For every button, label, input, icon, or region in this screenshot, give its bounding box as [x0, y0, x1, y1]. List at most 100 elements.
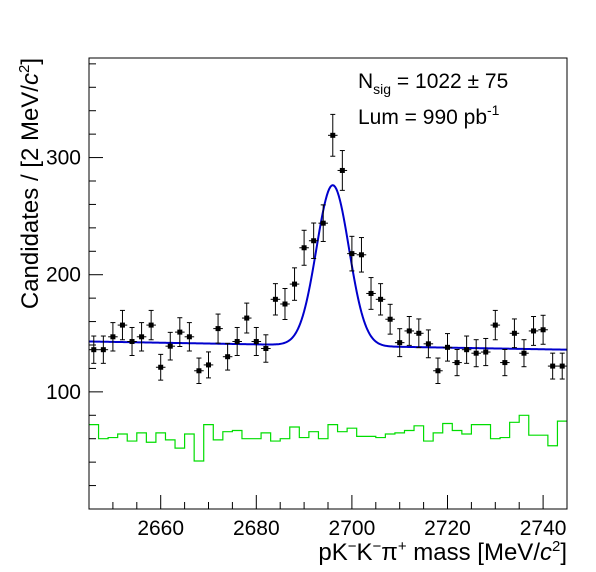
data-point [184, 322, 195, 352]
data-point-marker [425, 341, 431, 347]
data-point-marker [244, 315, 250, 321]
fit-curve-layer [88, 184, 568, 351]
data-point [89, 335, 99, 364]
data-point [423, 329, 434, 359]
data-point [280, 288, 290, 320]
x-tick-label: 2720 [424, 517, 471, 540]
data-point [213, 313, 223, 344]
data-point-marker [234, 338, 240, 344]
data-point [366, 277, 376, 310]
data-point [117, 309, 128, 341]
data-point [414, 318, 424, 349]
data-point [289, 267, 300, 301]
data-point-marker [263, 346, 269, 352]
data-point [490, 309, 501, 341]
data-point [480, 337, 491, 367]
data-point [175, 317, 185, 348]
data-point-marker [206, 362, 211, 368]
data-point-marker [349, 251, 355, 257]
data-point [356, 237, 367, 273]
data-point-marker [378, 296, 384, 302]
axis-ticks-layer: 2660 2680 2700 2720 2740 100 200 300 [46, 63, 568, 540]
data-point-marker [311, 238, 317, 244]
data-point-marker [406, 328, 412, 334]
data-point-marker [158, 364, 164, 370]
x-tick-label: 2700 [329, 517, 376, 540]
data-point-marker [387, 316, 393, 322]
data-point [547, 352, 558, 380]
data-point [500, 348, 510, 377]
data-point [528, 316, 539, 346]
data-point [261, 334, 271, 363]
data-point [146, 309, 156, 341]
data-point-marker [196, 368, 202, 374]
data-point [165, 331, 176, 361]
data-point [232, 326, 242, 356]
x-tick-label: 2660 [137, 517, 184, 540]
y-tick-label: 300 [46, 147, 81, 170]
data-point-marker [445, 344, 450, 350]
data-point-marker [225, 354, 231, 360]
data-point-marker [282, 301, 288, 307]
data-point-marker [521, 350, 527, 356]
data-point [155, 353, 166, 381]
data-point [538, 314, 548, 345]
data-point [251, 326, 262, 356]
data-point-marker [186, 334, 192, 340]
data-point-marker [148, 322, 154, 328]
background-histogram-layer [89, 414, 567, 462]
data-point [337, 150, 348, 191]
data-point-marker [492, 322, 498, 328]
data-point-marker [540, 327, 546, 333]
data-point [471, 339, 481, 368]
data-point-marker [339, 167, 345, 173]
x-axis-title: pK−K−π+ mass [MeV/c2] [318, 538, 567, 566]
data-point-marker [301, 245, 307, 251]
data-point [394, 328, 405, 358]
data-point-marker [110, 334, 116, 340]
fit-curve [88, 184, 568, 351]
data-point-marker [177, 329, 183, 335]
data-point-marker [435, 368, 441, 374]
data-point-marker [139, 334, 145, 340]
data-point [222, 342, 233, 371]
data-point [98, 335, 109, 364]
data-point-marker [330, 132, 336, 138]
data-point-marker [129, 338, 135, 344]
data-point-marker [502, 360, 508, 366]
data-point [108, 322, 118, 352]
data-point [557, 352, 567, 380]
data-point [308, 222, 319, 259]
data-points-layer [89, 113, 567, 384]
data-point-marker [167, 343, 173, 349]
data-point-marker [454, 360, 460, 366]
signal-yield-annotation: Nsig = 1022 ± 75 [358, 70, 508, 97]
data-point [194, 357, 204, 384]
data-point [318, 204, 328, 242]
data-point-marker [559, 363, 565, 369]
data-point-marker [483, 349, 489, 355]
data-point [270, 283, 281, 316]
x-tick-label: 2680 [233, 517, 280, 540]
data-point [509, 318, 520, 349]
data-point-marker [119, 322, 125, 328]
data-point [452, 348, 462, 377]
data-point-marker [253, 338, 259, 344]
data-point-marker [550, 363, 556, 369]
data-point [241, 302, 252, 334]
data-point [404, 316, 415, 346]
data-point [127, 326, 137, 356]
data-point-marker [511, 330, 517, 336]
data-point [385, 303, 395, 335]
background-histogram [89, 414, 567, 462]
data-point-marker [464, 347, 470, 353]
data-point-marker [215, 326, 221, 332]
luminosity-annotation: Lum = 990 pb-1 [358, 102, 500, 129]
data-point [442, 333, 453, 362]
data-point [433, 357, 443, 384]
data-point-marker [91, 347, 97, 353]
data-point [136, 322, 147, 352]
data-point-marker [531, 328, 537, 334]
